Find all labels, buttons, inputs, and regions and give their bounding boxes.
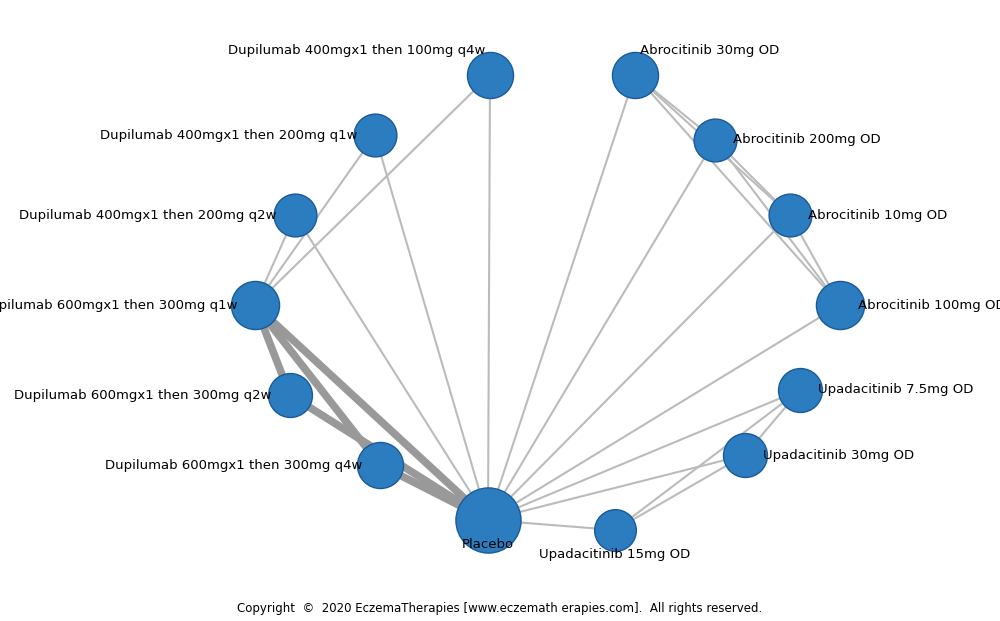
Point (832, 300, 848, 310)
Point (627, 70, 643, 80)
Point (247, 300, 263, 310)
Point (482, 70, 498, 80)
Text: Abrocitinib 30mg OD: Abrocitinib 30mg OD (640, 44, 779, 57)
Text: Dupilumab 400mgx1 then 100mg q4w: Dupilumab 400mgx1 then 100mg q4w (228, 44, 485, 57)
Point (737, 450, 753, 460)
Text: Dupilumab 400mgx1 then 200mg q1w: Dupilumab 400mgx1 then 200mg q1w (100, 129, 357, 142)
Text: Abrocitinib 100mg OD: Abrocitinib 100mg OD (858, 299, 1000, 312)
Text: Upadacitinib 15mg OD: Upadacitinib 15mg OD (539, 548, 691, 561)
Point (707, 135, 723, 145)
Point (287, 210, 303, 220)
Text: Dupilumab 600mgx1 then 300mg q4w: Dupilumab 600mgx1 then 300mg q4w (105, 458, 362, 471)
Point (372, 460, 388, 470)
Text: Dupilumab 400mgx1 then 200mg q2w: Dupilumab 400mgx1 then 200mg q2w (19, 209, 277, 222)
Text: Upadacitinib 7.5mg OD: Upadacitinib 7.5mg OD (818, 384, 973, 396)
Text: Abrocitinib 10mg OD: Abrocitinib 10mg OD (808, 209, 947, 222)
Point (792, 385, 808, 395)
Text: Dupilumab 600mgx1 then 300mg q2w: Dupilumab 600mgx1 then 300mg q2w (14, 389, 272, 402)
Point (607, 525, 623, 535)
Point (782, 210, 798, 220)
Text: Upadacitinib 30mg OD: Upadacitinib 30mg OD (763, 448, 914, 461)
Text: Abrocitinib 200mg OD: Abrocitinib 200mg OD (733, 134, 881, 147)
Point (282, 390, 298, 400)
Text: Dupilumab 600mgx1 then 300mg q1w: Dupilumab 600mgx1 then 300mg q1w (0, 299, 237, 312)
Text: Placebo: Placebo (462, 538, 514, 551)
Point (480, 515, 496, 525)
Point (367, 130, 383, 140)
Text: Copyright  ©  2020 EczemaTherapies [www.eczemath erapies.com].  All rights reser: Copyright © 2020 EczemaTherapies [www.ec… (237, 602, 763, 615)
